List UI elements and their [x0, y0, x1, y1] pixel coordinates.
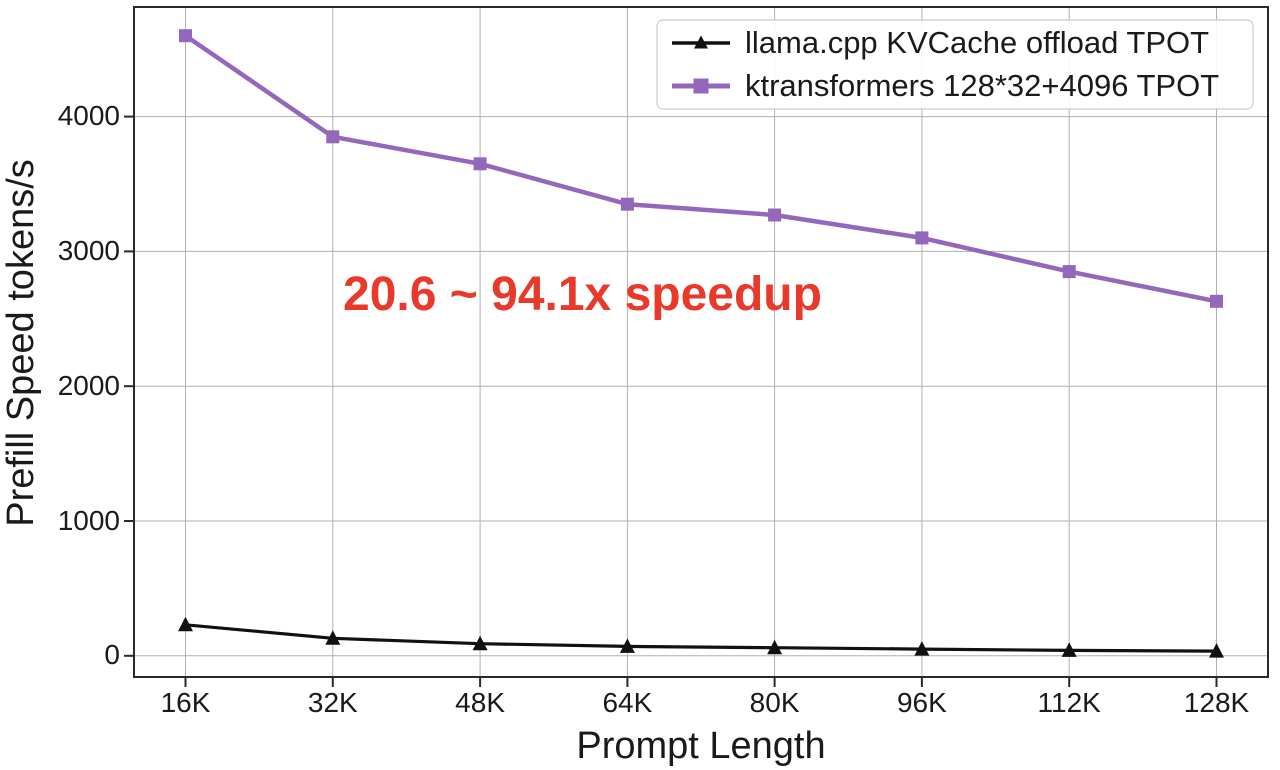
svg-text:3000: 3000: [58, 235, 120, 266]
svg-text:16K: 16K: [161, 687, 211, 718]
svg-text:4000: 4000: [58, 100, 120, 131]
svg-text:Prompt Length: Prompt Length: [576, 725, 825, 767]
svg-text:128K: 128K: [1184, 687, 1250, 718]
svg-text:2000: 2000: [58, 370, 120, 401]
svg-text:0: 0: [104, 639, 120, 670]
svg-text:Prefill Speed tokens/s: Prefill Speed tokens/s: [0, 159, 42, 527]
svg-text:112K: 112K: [1038, 687, 1102, 718]
svg-text:1000: 1000: [58, 505, 120, 536]
svg-text:llama.cpp KVCache offload TPOT: llama.cpp KVCache offload TPOT: [745, 25, 1209, 60]
svg-text:80K: 80K: [750, 687, 800, 718]
svg-text:32K: 32K: [308, 687, 358, 718]
svg-text:ktransformers 128*32+4096 TPOT: ktransformers 128*32+4096 TPOT: [745, 68, 1219, 103]
svg-text:96K: 96K: [897, 687, 947, 718]
svg-text:64K: 64K: [602, 687, 652, 718]
svg-text:20.6 ~ 94.1x speedup: 20.6 ~ 94.1x speedup: [343, 268, 822, 321]
svg-text:48K: 48K: [455, 687, 505, 718]
